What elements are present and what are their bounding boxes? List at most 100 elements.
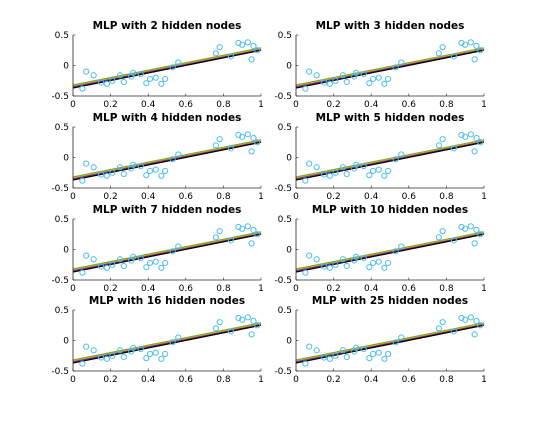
- data-point: [369, 75, 377, 83]
- fit-line-6: [295, 141, 485, 181]
- data-point: [313, 72, 320, 79]
- data-point: [98, 171, 105, 178]
- subplot-7: MLP with 16 hidden nodes 0 0.2 0.4 0.6 0.8 1 -0…: [51, 295, 263, 385]
- y-tick-label: -0.5: [274, 184, 292, 194]
- data-point: [321, 263, 328, 270]
- x-tick-label: 0.6: [402, 192, 417, 202]
- fit-line-4: [295, 233, 485, 272]
- data-point: [458, 223, 465, 231]
- data-point: [435, 325, 442, 332]
- fit-line-6: [295, 324, 485, 364]
- data-point: [306, 68, 313, 75]
- data-point: [235, 223, 242, 231]
- y-tick-label: 0.5: [55, 306, 69, 316]
- x-tick-label: 0.8: [216, 375, 231, 385]
- data-point: [366, 80, 373, 87]
- data-point: [130, 344, 137, 351]
- data-point: [250, 42, 257, 50]
- fit-line-6: [72, 233, 262, 273]
- x-tick-label: 0: [293, 375, 299, 385]
- plot-area: [73, 219, 261, 280]
- data-point: [302, 360, 309, 367]
- y-tick-label: 0.5: [278, 31, 292, 41]
- data-point: [79, 360, 86, 367]
- subplot-title: MLP with 3 hidden nodes: [316, 20, 465, 32]
- data-point: [143, 172, 150, 179]
- data-point: [392, 339, 399, 346]
- data-point: [306, 160, 313, 167]
- data-point: [369, 259, 377, 267]
- subplot-8: MLP with 25 hidden nodes 0 0.2 0.4 0.6 0.8 1 -0…: [274, 295, 486, 385]
- data-point: [473, 134, 480, 142]
- data-point: [439, 44, 446, 51]
- data-point: [244, 314, 251, 321]
- data-point: [450, 53, 458, 60]
- x-tick-label: 0.8: [439, 192, 454, 202]
- x-tick-label: 0.2: [326, 192, 340, 202]
- data-point: [98, 79, 105, 86]
- data-point: [353, 69, 360, 76]
- data-point: [343, 78, 350, 86]
- data-point: [360, 70, 367, 78]
- data-point: [90, 256, 97, 263]
- data-point: [398, 243, 405, 250]
- data-point: [435, 142, 442, 149]
- data-point: [375, 258, 382, 265]
- data-point: [471, 331, 478, 338]
- data-point: [83, 343, 90, 350]
- data-point: [375, 166, 382, 173]
- data-point: [467, 131, 474, 138]
- x-tick-label: 0.6: [402, 284, 417, 294]
- data-point: [175, 334, 182, 341]
- data-point: [239, 133, 246, 140]
- subplot-title: MLP with 10 hidden nodes: [312, 204, 468, 216]
- data-point: [302, 177, 309, 184]
- data-point: [83, 68, 90, 75]
- data-point: [130, 161, 137, 168]
- data-point: [175, 59, 182, 66]
- data-point: [326, 264, 333, 271]
- y-tick-label: 0.5: [55, 31, 69, 41]
- y-tick-label: 0: [286, 246, 292, 256]
- subplot-6: MLP with 10 hidden nodes 0 0.2 0.4 0.6 0.8 1 -0…: [274, 204, 486, 294]
- x-tick-label: 0.2: [103, 375, 117, 385]
- data-point: [313, 164, 320, 171]
- data-point: [103, 264, 110, 271]
- x-tick-label: 0.8: [439, 100, 454, 110]
- data-point: [462, 316, 469, 323]
- data-point: [83, 252, 90, 259]
- y-tick-label: -0.5: [51, 184, 69, 194]
- x-tick-label: 0.4: [141, 375, 156, 385]
- data-point: [313, 347, 320, 354]
- data-point: [235, 39, 242, 47]
- data-point: [175, 243, 182, 250]
- fit-line-4: [72, 324, 262, 363]
- data-point: [162, 75, 169, 83]
- data-point: [143, 355, 150, 362]
- data-point: [128, 165, 135, 172]
- subplot-title: MLP with 4 hidden nodes: [93, 112, 242, 124]
- data-point: [152, 74, 159, 81]
- plot-area: [296, 35, 484, 96]
- data-point: [302, 269, 309, 276]
- x-tick-label: 0.4: [364, 100, 379, 110]
- data-point: [343, 353, 350, 361]
- subplot-4: MLP with 5 hidden nodes 0 0.2 0.4 0.6 0.8 1 -0.…: [274, 112, 486, 202]
- data-point: [471, 56, 478, 63]
- data-point: [385, 75, 392, 83]
- data-point: [146, 259, 154, 267]
- data-point: [146, 350, 154, 358]
- data-point: [366, 172, 373, 179]
- data-point: [439, 228, 446, 235]
- x-tick-label: 0.4: [141, 284, 156, 294]
- subplot-1: MLP with 2 hidden nodes 0 0.2 0.4 0.6 0.8 1 -0.…: [51, 20, 263, 110]
- data-point: [369, 350, 377, 358]
- data-point: [343, 262, 350, 270]
- x-tick-label: 0.4: [141, 192, 156, 202]
- data-point: [450, 328, 458, 335]
- x-tick-label: 0: [293, 284, 299, 294]
- data-point: [435, 234, 442, 241]
- x-tick-label: 0.4: [364, 375, 379, 385]
- x-tick-label: 1: [481, 284, 487, 294]
- data-point: [471, 148, 478, 155]
